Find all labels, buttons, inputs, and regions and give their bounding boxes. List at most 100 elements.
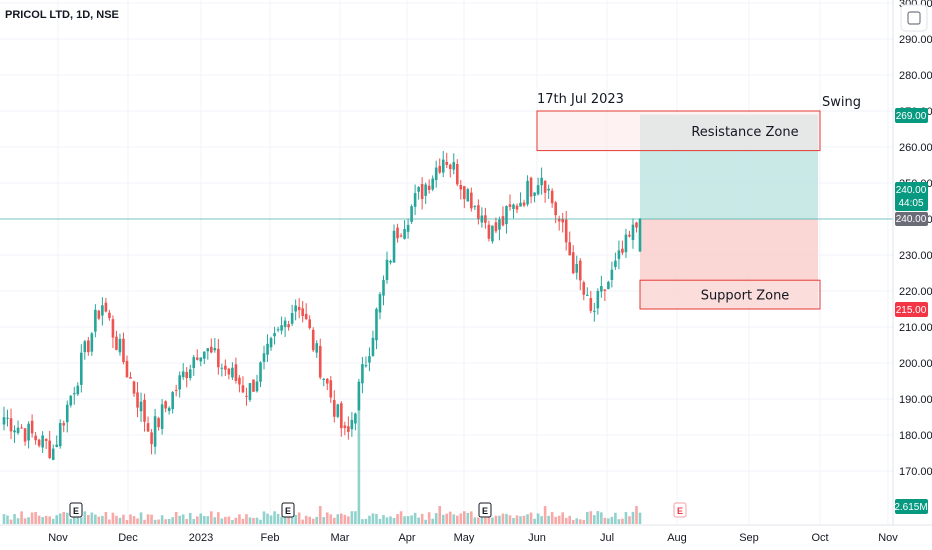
earnings-marker[interactable]: E bbox=[673, 502, 687, 518]
candle-body bbox=[76, 385, 80, 395]
volume-bar bbox=[153, 519, 157, 524]
candle-body bbox=[614, 260, 617, 268]
candle-body bbox=[413, 193, 417, 207]
candle-body bbox=[498, 219, 501, 230]
candle-body bbox=[181, 371, 185, 378]
y-tick-label: 170.00 bbox=[899, 466, 932, 478]
volume-bar bbox=[508, 515, 512, 524]
candle-body bbox=[23, 428, 27, 442]
volume-bar bbox=[571, 519, 575, 524]
support-zone-box[interactable] bbox=[639, 279, 821, 310]
volume-bar bbox=[354, 511, 357, 524]
candle-body bbox=[610, 269, 614, 280]
candle-body bbox=[34, 435, 37, 441]
volume-bar bbox=[575, 518, 579, 524]
resistance-zone-box[interactable] bbox=[536, 110, 821, 152]
candle-body bbox=[108, 312, 111, 319]
position-stop-zone[interactable] bbox=[640, 219, 818, 309]
candle-body bbox=[410, 206, 413, 222]
candle-body bbox=[452, 162, 456, 170]
y-tick-label: 220.00 bbox=[899, 286, 932, 298]
candle-countdown: 44:05 bbox=[898, 198, 923, 209]
candle-body bbox=[231, 367, 234, 378]
y-tick-label: 190.00 bbox=[899, 394, 932, 406]
candle-body bbox=[533, 192, 536, 196]
earnings-marker[interactable]: E bbox=[281, 502, 295, 518]
candle-body bbox=[536, 185, 540, 195]
svg-text:E: E bbox=[73, 506, 79, 516]
candle-body bbox=[455, 163, 459, 185]
candle-body bbox=[13, 430, 16, 433]
candle-body bbox=[72, 393, 76, 395]
volume-bar bbox=[55, 515, 59, 524]
volume-bar bbox=[455, 515, 459, 524]
candle-body bbox=[361, 364, 364, 384]
date-annotation: 17th Jul 2023 bbox=[537, 92, 624, 107]
volume-bar bbox=[69, 518, 73, 524]
candle-body bbox=[385, 259, 389, 281]
volume-bar bbox=[51, 518, 55, 524]
candle-body bbox=[143, 399, 146, 422]
current-price-badge: 240.00 44:05 bbox=[895, 182, 928, 211]
volume-bar bbox=[9, 519, 13, 524]
candle-body bbox=[294, 305, 297, 312]
volume-bar bbox=[315, 516, 319, 524]
volume-bar bbox=[557, 515, 561, 524]
volume-bar bbox=[593, 515, 596, 524]
volume-bar bbox=[389, 516, 392, 524]
candle-body bbox=[550, 190, 554, 204]
volume-bar bbox=[266, 513, 269, 524]
volume-bar bbox=[399, 511, 403, 524]
volume-bar bbox=[227, 516, 231, 524]
candle-body bbox=[561, 219, 564, 223]
volume-bar bbox=[248, 517, 252, 524]
volume-bar bbox=[238, 514, 241, 524]
volume-bar bbox=[90, 512, 94, 524]
volume-bar bbox=[252, 517, 255, 524]
volume-bar bbox=[72, 517, 76, 524]
volume-bar bbox=[6, 515, 9, 524]
volume-bar bbox=[146, 514, 150, 524]
candle-body bbox=[164, 401, 167, 409]
candle-body bbox=[494, 222, 498, 232]
y-tick-label: 290.00 bbox=[899, 34, 932, 46]
candle-body bbox=[276, 329, 280, 331]
x-tick-label: 2023 bbox=[189, 532, 213, 544]
candle-body bbox=[16, 427, 20, 433]
candle-body bbox=[631, 224, 635, 241]
earnings-marker[interactable]: E bbox=[478, 502, 492, 518]
candle-body bbox=[217, 348, 220, 368]
candle-body bbox=[65, 404, 69, 423]
candle-body bbox=[9, 418, 13, 432]
candle-body bbox=[557, 218, 561, 222]
candle-body bbox=[248, 383, 252, 400]
candle-body bbox=[364, 365, 368, 367]
earnings-marker[interactable]: E bbox=[69, 502, 83, 518]
volume-bar bbox=[519, 516, 522, 524]
time-axis[interactable]: Nov Dec 2023 Feb Mar Apr May Jun Jul Aug Sep Oct Nov bbox=[48, 532, 898, 544]
candle-body bbox=[115, 336, 118, 350]
volume-bar bbox=[368, 515, 371, 524]
volume-bar bbox=[406, 516, 410, 524]
candle-body bbox=[593, 310, 596, 312]
time-axis-bg bbox=[0, 525, 932, 550]
candle-body bbox=[347, 426, 350, 432]
volume-bar bbox=[195, 516, 199, 524]
volume-bar bbox=[206, 516, 210, 524]
volume-bar bbox=[192, 519, 196, 524]
volume-bar bbox=[410, 515, 413, 524]
candle-body bbox=[505, 205, 508, 225]
settings-button[interactable] bbox=[900, 4, 928, 32]
candle-body bbox=[266, 343, 269, 355]
volume-bar bbox=[115, 515, 118, 524]
volume-bar bbox=[2, 514, 6, 524]
volume-bar bbox=[371, 513, 375, 524]
volume-bar bbox=[477, 517, 480, 524]
volume-bar bbox=[283, 511, 287, 524]
candle-body bbox=[157, 418, 160, 428]
candle-body bbox=[48, 440, 51, 458]
volume-bar bbox=[34, 511, 37, 524]
candle-body bbox=[340, 403, 343, 429]
